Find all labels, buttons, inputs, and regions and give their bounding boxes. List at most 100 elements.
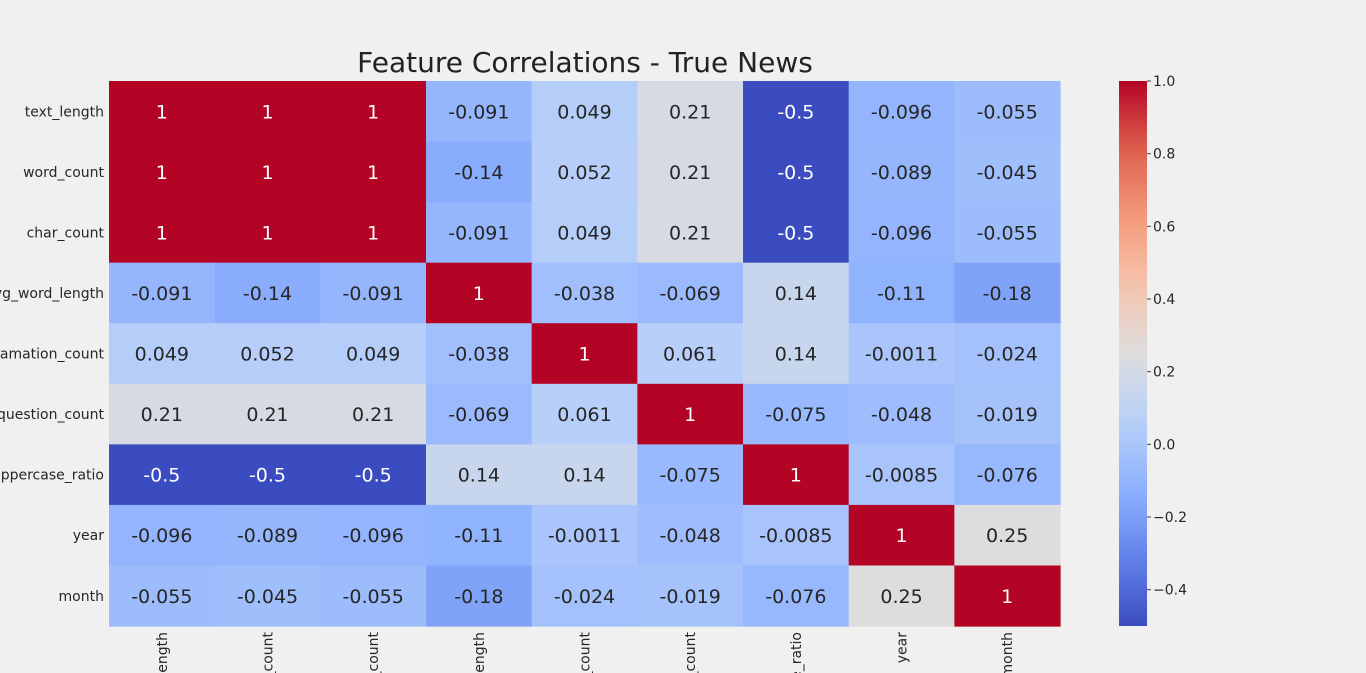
cell-value-label: -0.5 bbox=[355, 465, 392, 487]
cell-value-label: 0.061 bbox=[557, 404, 611, 426]
heatmap-cell bbox=[637, 323, 744, 385]
heatmap-cell bbox=[637, 262, 744, 324]
column-label: e_ratio bbox=[789, 632, 805, 673]
cell-value-label: -0.019 bbox=[660, 586, 721, 608]
heatmap-cell bbox=[954, 504, 1061, 567]
heatmap-cell bbox=[109, 504, 216, 567]
cell-value-label: -0.11 bbox=[877, 283, 926, 305]
heatmap-cell bbox=[637, 81, 744, 143]
heatmap-cell bbox=[320, 323, 427, 385]
heatmap-cell bbox=[109, 565, 216, 627]
heatmap-cell bbox=[743, 262, 850, 324]
column-label: _length bbox=[472, 632, 488, 673]
heatmap-cell bbox=[954, 383, 1061, 445]
heatmap-cell bbox=[637, 504, 744, 567]
cell-value-label: -0.096 bbox=[343, 525, 404, 547]
column-label: _count bbox=[261, 631, 277, 673]
colorbar-tick-label: 0.0 bbox=[1153, 437, 1175, 453]
heatmap-cell bbox=[214, 141, 321, 203]
heatmap-cell bbox=[531, 141, 638, 203]
cell-value-label: 0.052 bbox=[557, 162, 611, 184]
heatmap-cell bbox=[426, 262, 533, 324]
heatmap-cells: 1 1 1 -0.091 0.049 0.21 -0.5 -0.096 -0.055 1 1 1 -0.… bbox=[109, 81, 1061, 627]
colorbar-tick-label: 0.6 bbox=[1153, 219, 1175, 235]
heatmap-cell bbox=[320, 504, 427, 567]
row-label: month bbox=[59, 589, 104, 605]
heatmap-cell bbox=[531, 202, 638, 264]
cell-value-label: 0.049 bbox=[135, 344, 189, 366]
heatmap-cell bbox=[109, 262, 216, 324]
colorbar-tick-label: 0.2 bbox=[1153, 365, 1175, 381]
cell-value-label: -0.091 bbox=[448, 101, 509, 123]
heatmap-cell bbox=[214, 262, 321, 324]
colorbar-ticks: 1.0 0.8 0.6 0.4 0.2 0.0 −0.2 −0.4 bbox=[1147, 74, 1187, 599]
cell-value-label: -0.091 bbox=[343, 283, 404, 305]
cell-value-label: 0.14 bbox=[775, 344, 817, 366]
row-label: lamation_count bbox=[0, 347, 104, 363]
heatmap-cell bbox=[848, 141, 955, 203]
cell-value-label: -0.076 bbox=[977, 465, 1038, 487]
colorbar-tick-label: −0.4 bbox=[1153, 583, 1187, 599]
heatmap-cell bbox=[848, 81, 955, 143]
heatmap-cell bbox=[637, 202, 744, 264]
heatmap-cell bbox=[954, 444, 1061, 506]
heatmap-cell bbox=[743, 504, 850, 567]
heatmap-cell bbox=[637, 141, 744, 203]
cell-value-label: -0.076 bbox=[765, 586, 826, 608]
heatmap-cell bbox=[214, 323, 321, 385]
cell-value-label: -0.0085 bbox=[759, 525, 832, 547]
heatmap-cell bbox=[109, 323, 216, 385]
heatmap-cell bbox=[426, 565, 533, 627]
cell-value-label: -0.048 bbox=[871, 404, 932, 426]
heatmap-cell bbox=[743, 383, 850, 445]
row-label: text_length bbox=[25, 104, 104, 120]
cell-value-label: -0.18 bbox=[983, 283, 1032, 305]
cell-value-label: -0.5 bbox=[143, 465, 180, 487]
heatmap-cell bbox=[848, 262, 955, 324]
heatmap-cell bbox=[426, 444, 533, 506]
heatmap-cell bbox=[214, 565, 321, 627]
cell-value-label: -0.5 bbox=[249, 465, 286, 487]
cell-value-label: -0.0011 bbox=[548, 525, 621, 547]
heatmap-cell bbox=[743, 444, 850, 506]
cell-value-label: -0.11 bbox=[454, 525, 503, 547]
heatmap-cell bbox=[531, 262, 638, 324]
heatmap-cell bbox=[954, 81, 1061, 143]
heatmap-cell bbox=[426, 323, 533, 385]
cell-value-label: 1 bbox=[1001, 586, 1013, 608]
cell-value-label: -0.14 bbox=[454, 162, 503, 184]
cell-value-label: -0.069 bbox=[660, 283, 721, 305]
cell-value-label: -0.091 bbox=[131, 283, 192, 305]
cell-value-label: -0.5 bbox=[777, 222, 814, 244]
heatmap-cell bbox=[109, 444, 216, 506]
cell-value-label: 0.14 bbox=[563, 465, 605, 487]
heatmap-cell bbox=[214, 504, 321, 567]
row-label: vg_word_length bbox=[0, 286, 104, 302]
cell-value-label: 0.14 bbox=[775, 283, 817, 305]
heatmap-cell bbox=[531, 565, 638, 627]
heatmap-cell bbox=[954, 141, 1061, 203]
heatmap-cell bbox=[214, 383, 321, 445]
cell-value-label: -0.089 bbox=[871, 162, 932, 184]
cell-value-label: 1 bbox=[578, 344, 590, 366]
cell-value-label: -0.045 bbox=[237, 586, 298, 608]
heatmap-cell bbox=[426, 383, 533, 445]
cell-value-label: 1 bbox=[156, 162, 168, 184]
heatmap-cell bbox=[426, 141, 533, 203]
cell-value-label: -0.055 bbox=[977, 101, 1038, 123]
cell-value-label: 0.21 bbox=[669, 222, 711, 244]
heatmap-cell bbox=[743, 323, 850, 385]
heatmap-cell bbox=[531, 504, 638, 567]
row-label: uppercase_ratio bbox=[0, 468, 104, 484]
heatmap-cell bbox=[743, 202, 850, 264]
colorbar-tick-label: 0.4 bbox=[1153, 292, 1175, 308]
heatmap-cell bbox=[320, 383, 427, 445]
heatmap-cell bbox=[848, 444, 955, 506]
heatmap-cell bbox=[848, 383, 955, 445]
cell-value-label: 1 bbox=[684, 404, 696, 426]
cell-value-label: 1 bbox=[261, 162, 273, 184]
cell-value-label: 0.14 bbox=[458, 465, 500, 487]
heatmap-cell bbox=[743, 565, 850, 627]
row-label: year bbox=[73, 528, 104, 544]
